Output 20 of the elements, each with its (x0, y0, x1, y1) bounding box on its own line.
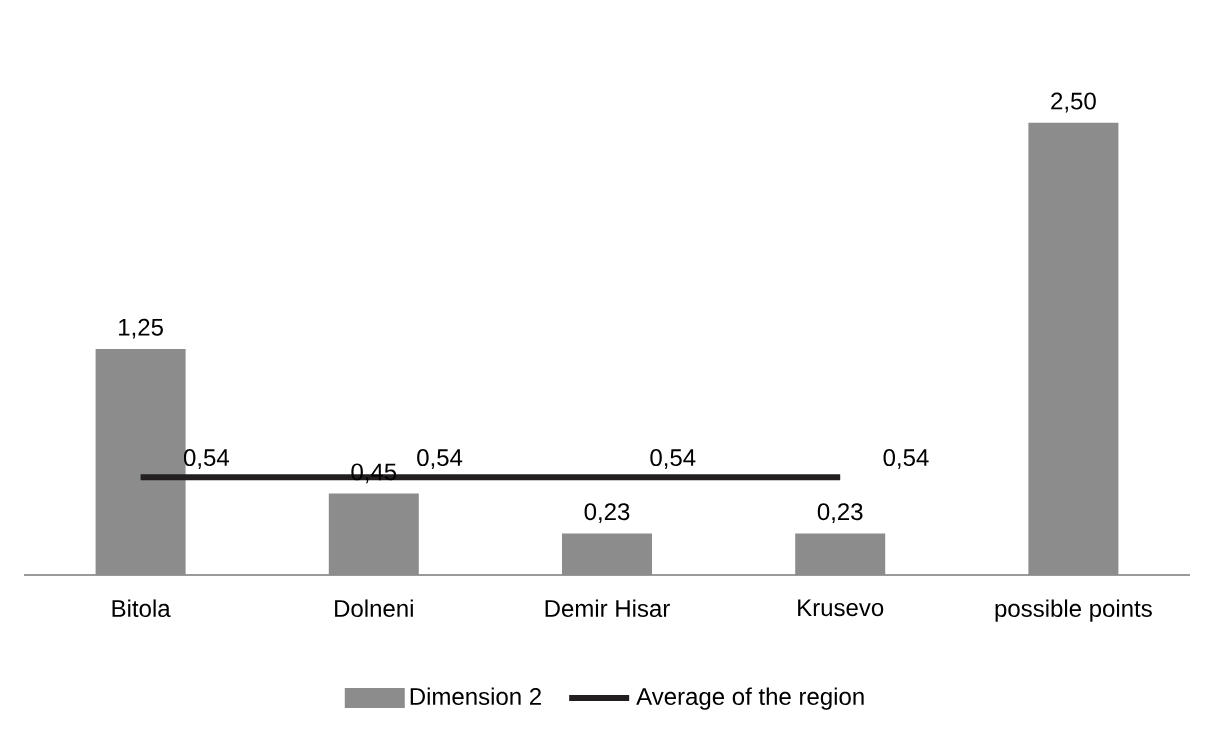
data-label: 0,23 (584, 503, 630, 524)
data-label: 0,54 (883, 449, 929, 469)
bar (562, 533, 652, 575)
data-label: 0,23 (817, 503, 863, 524)
bar (328, 493, 419, 575)
x-tick-label: Demir Hisar (545, 599, 670, 618)
data-label: 0,54 (183, 449, 230, 469)
bar (795, 533, 886, 575)
legend-label: Average of the region (636, 687, 864, 710)
bar (1028, 122, 1119, 575)
data-label: 1,25 (119, 318, 163, 339)
bar (95, 348, 186, 575)
x-tick-label: Dolneni (335, 599, 413, 618)
x-tick-label: Krusevo (798, 599, 884, 617)
data-label: 0,54 (417, 449, 463, 469)
x-tick-label: possible points (995, 599, 1152, 622)
data-label: 2,50 (1051, 92, 1096, 113)
x-tick-label: Bitola (112, 599, 171, 618)
data-label: 0,54 (650, 449, 696, 469)
legend-label: Dimension 2 (410, 687, 541, 706)
